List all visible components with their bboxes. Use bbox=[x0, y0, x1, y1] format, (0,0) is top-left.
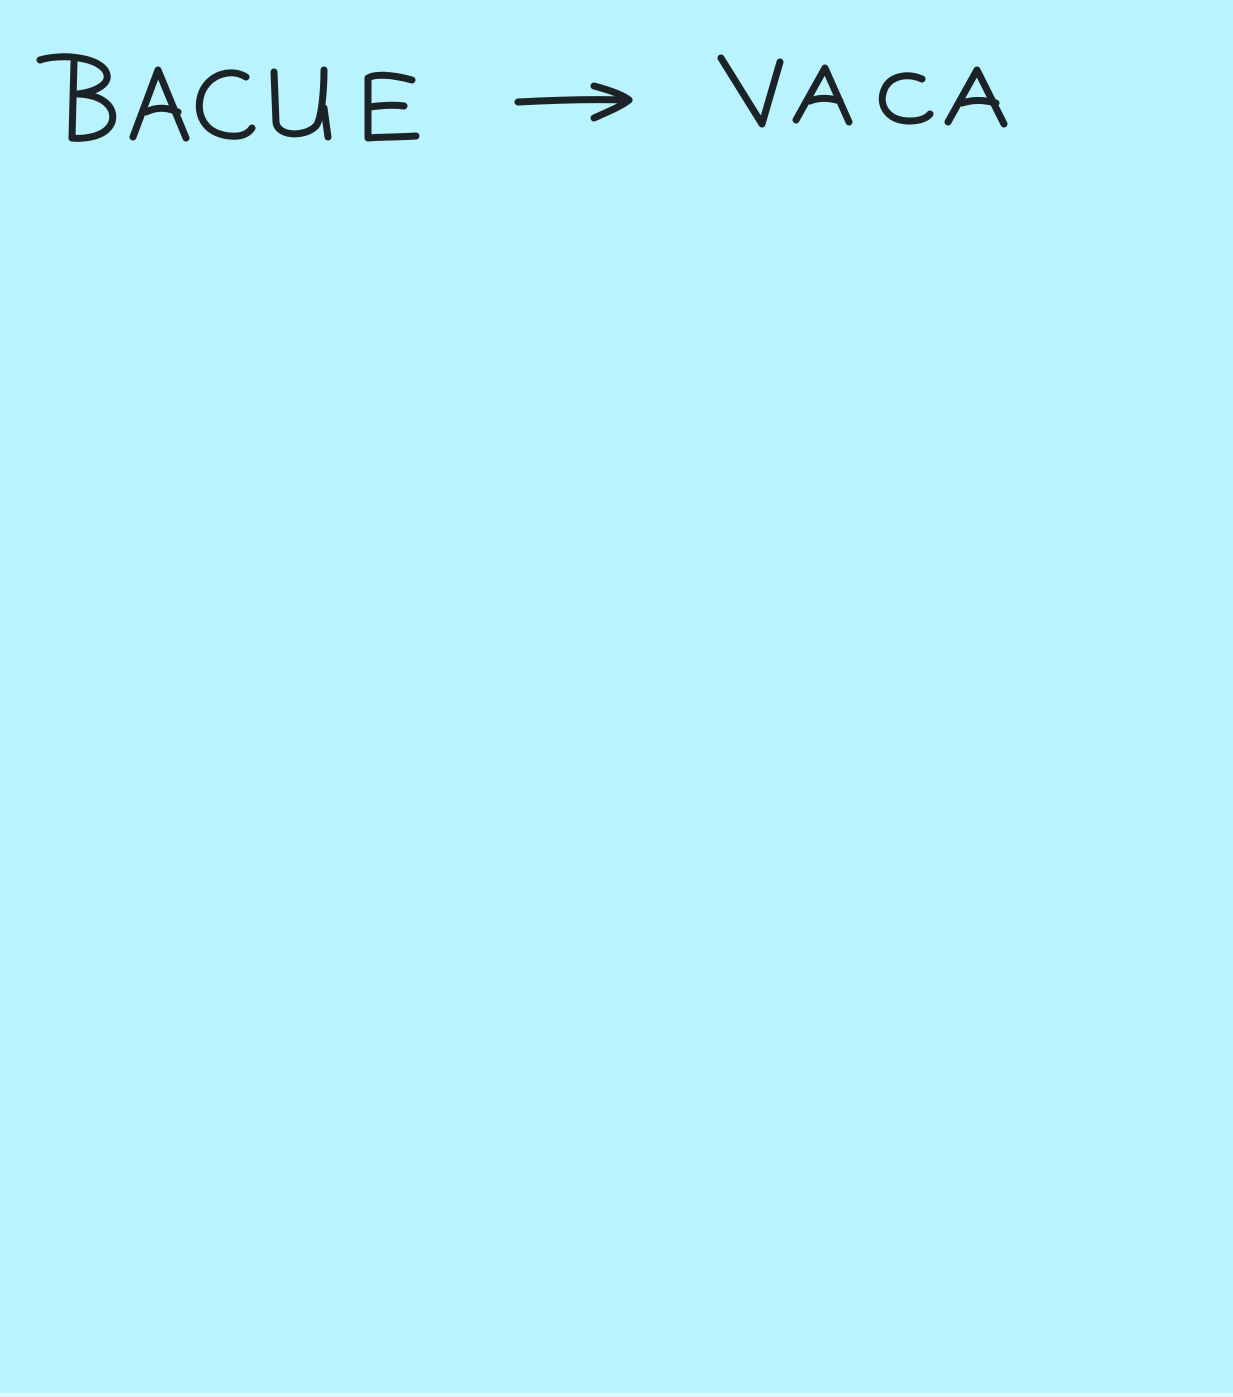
arrow-strokes bbox=[518, 86, 629, 118]
paper-bottom-edge bbox=[0, 1393, 1233, 1397]
handwritten-line: BACUE → VACA bbox=[34, 50, 1024, 150]
source-word-strokes bbox=[40, 57, 416, 138]
handwriting-drawing bbox=[34, 50, 1024, 150]
target-word-strokes bbox=[721, 58, 1004, 124]
